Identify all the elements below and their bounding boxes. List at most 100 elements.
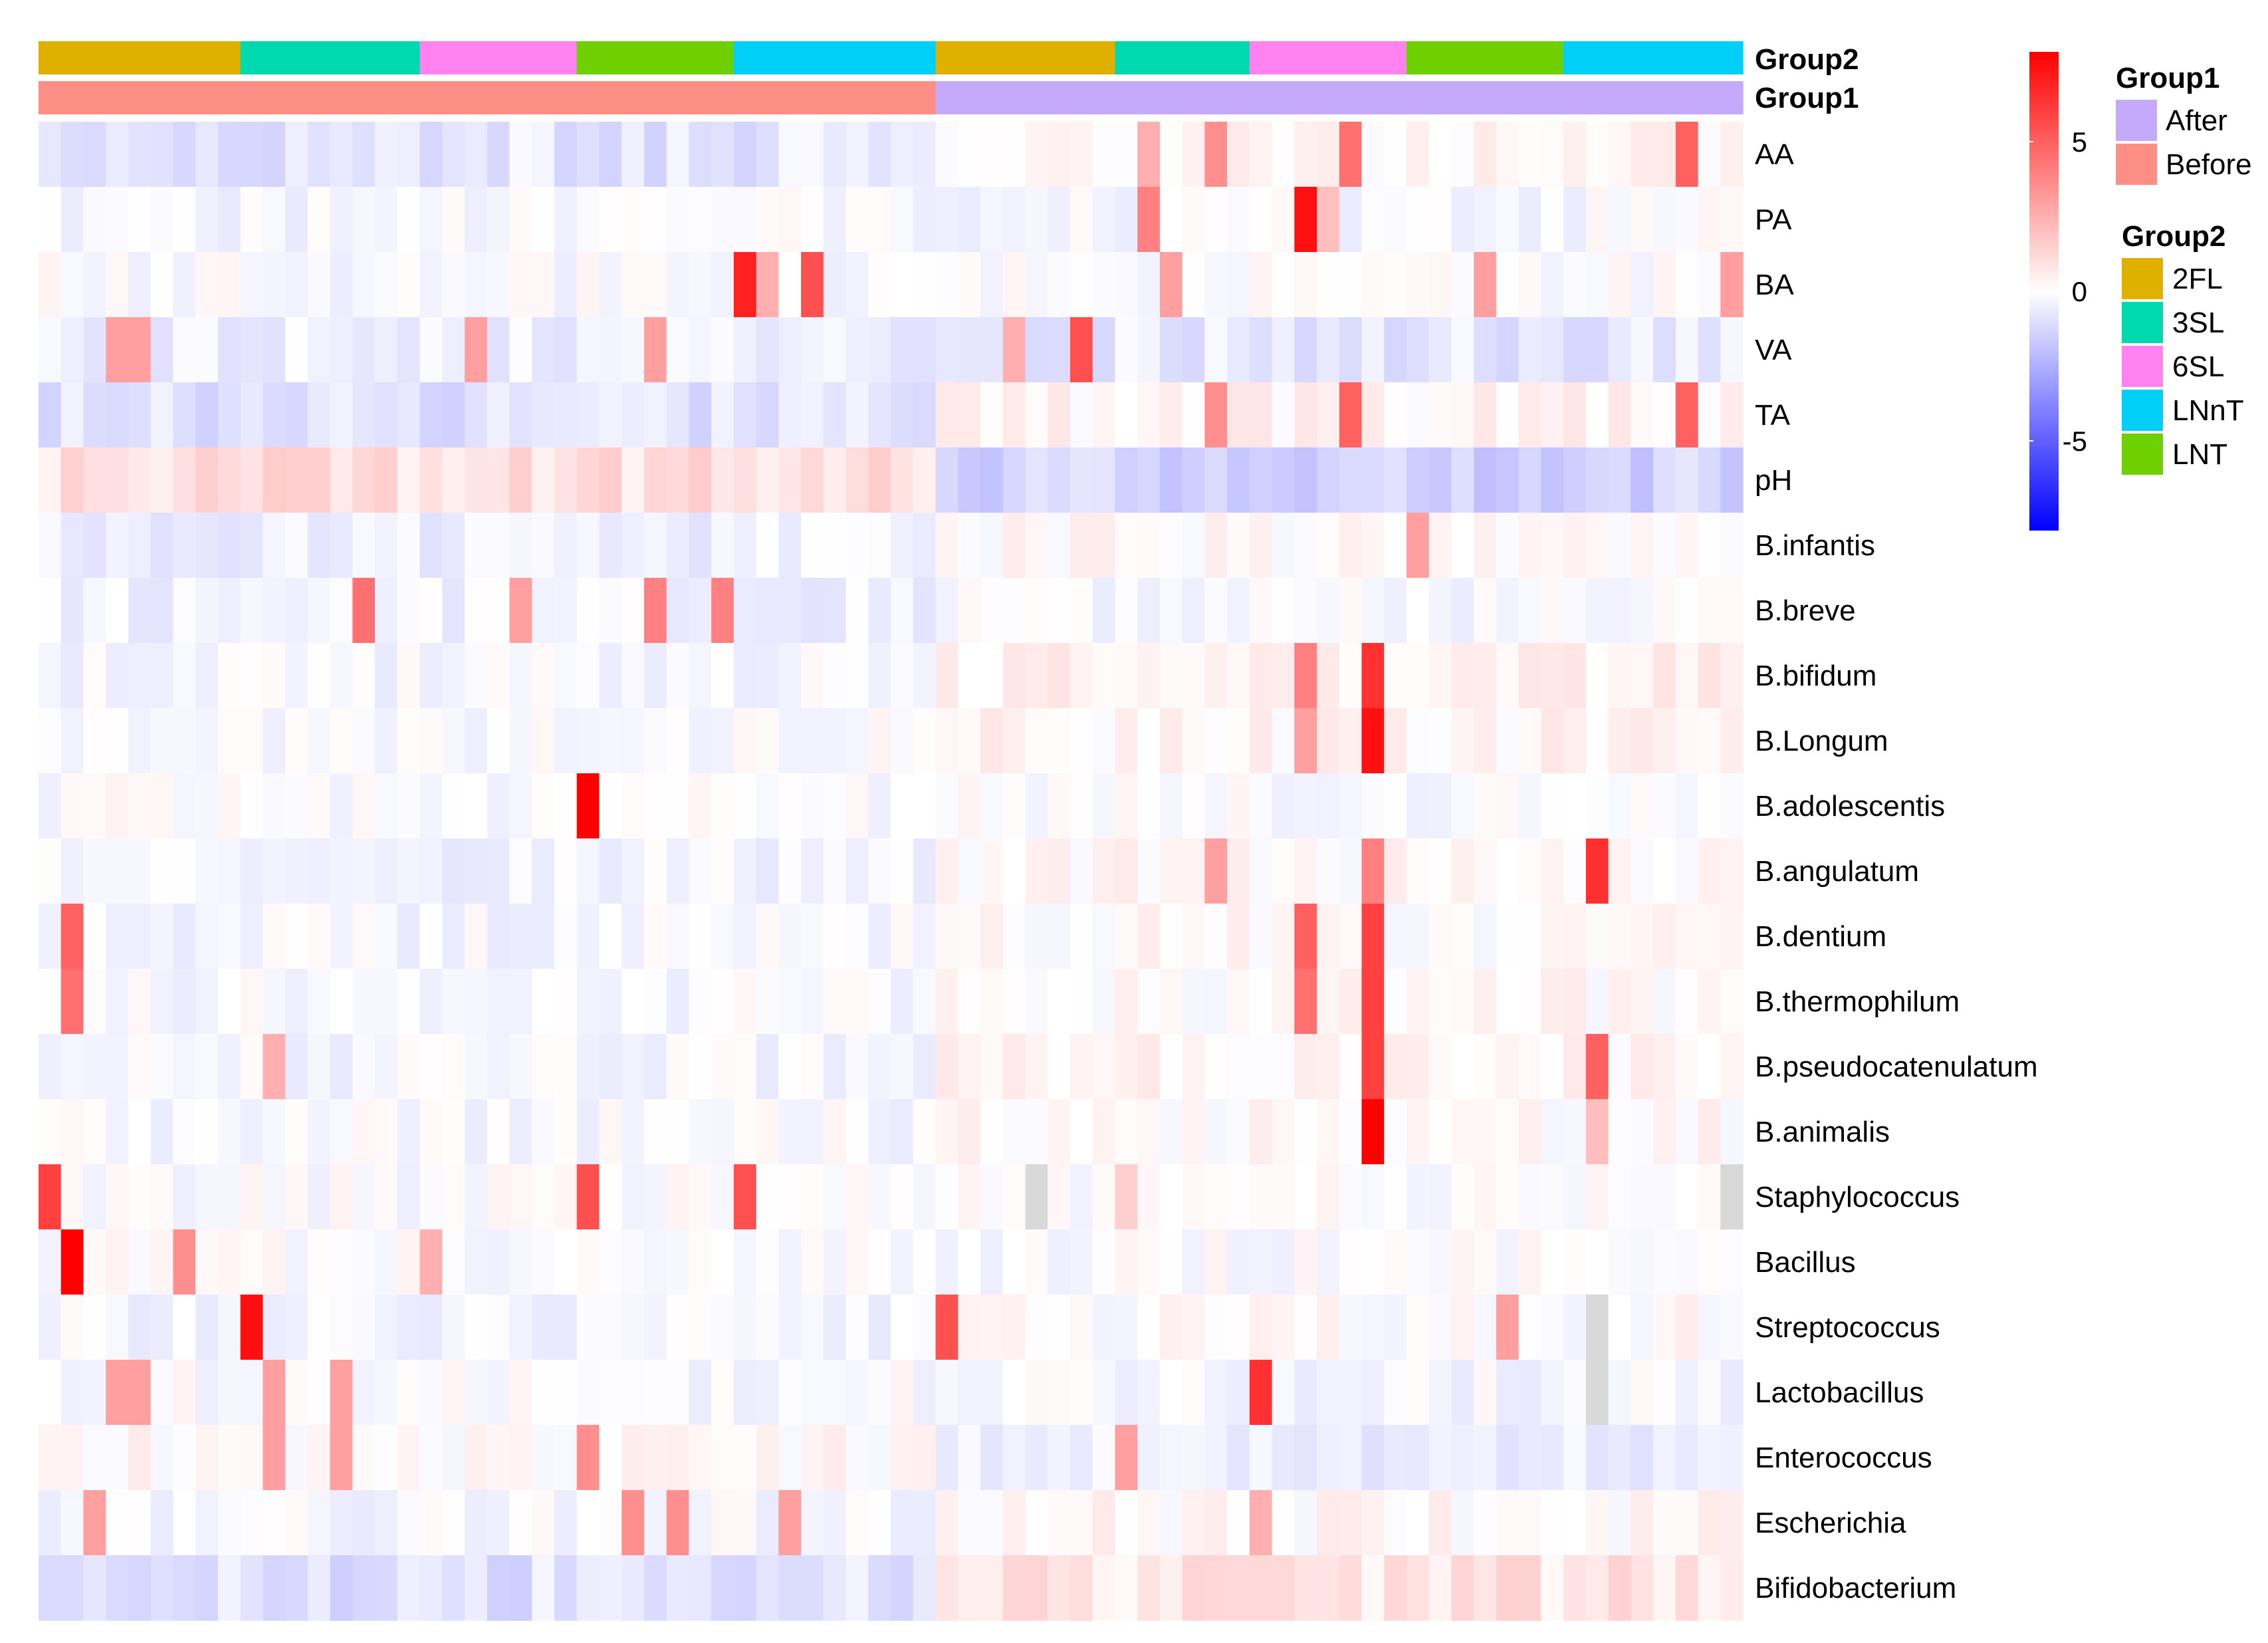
- heatmap-cell: [217, 1229, 241, 1295]
- group2-cell-lnnt: [733, 41, 757, 74]
- heatmap-cell: [1048, 708, 1071, 774]
- heatmap-cell: [307, 708, 331, 774]
- heatmap-cell: [1720, 447, 1744, 513]
- heatmap-cell: [891, 969, 914, 1035]
- heatmap-cell: [1092, 578, 1115, 644]
- heatmap-cell: [1272, 1295, 1295, 1360]
- heatmap-cell: [1070, 643, 1093, 709]
- heatmap-cell: [1025, 1295, 1048, 1360]
- group2-cell-lnt: [1496, 41, 1520, 74]
- heatmap-cell: [1631, 122, 1654, 188]
- heatmap-cell: [1137, 513, 1161, 578]
- legend-label-lnt: LNT: [2172, 438, 2227, 471]
- row-label: Streptococcus: [1755, 1311, 1940, 1344]
- heatmap-cell: [622, 122, 645, 188]
- heatmap-cell: [150, 1164, 174, 1230]
- heatmap-cell: [1159, 447, 1183, 513]
- heatmap-cell: [913, 447, 937, 513]
- heatmap-cell: [1474, 708, 1497, 774]
- heatmap-cell: [1204, 708, 1228, 774]
- heatmap-cell: [666, 513, 689, 578]
- heatmap-cell: [666, 643, 689, 709]
- heatmap-cell: [128, 1034, 152, 1100]
- heatmap-cell: [643, 1360, 667, 1426]
- heatmap-cell: [1451, 1425, 1474, 1491]
- heatmap-cell: [60, 1425, 84, 1491]
- heatmap-cell: [1249, 1490, 1273, 1556]
- heatmap-cell: [1137, 773, 1161, 839]
- heatmap-cell: [1249, 513, 1273, 578]
- heatmap-cell: [465, 1164, 488, 1230]
- heatmap-cell: [307, 969, 331, 1035]
- heatmap-cell: [173, 187, 196, 253]
- heatmap-cell: [240, 578, 263, 644]
- heatmap-cell: [1361, 1295, 1385, 1360]
- heatmap-cell: [419, 122, 443, 188]
- heatmap-cell: [823, 317, 847, 383]
- heatmap-cell: [756, 708, 779, 774]
- heatmap-cell: [285, 187, 308, 253]
- heatmap-cell: [1720, 1555, 1744, 1621]
- heatmap-cell: [1227, 382, 1250, 448]
- heatmap-cell: [935, 1490, 959, 1556]
- heatmap-cell: [240, 1490, 263, 1556]
- heatmap-cell: [1541, 447, 1564, 513]
- heatmap-cell: [1249, 838, 1273, 904]
- heatmap-cell: [958, 1490, 981, 1556]
- heatmap-cell: [823, 447, 847, 513]
- heatmap-cell: [532, 708, 555, 774]
- group1-cell-before: [128, 81, 152, 114]
- heatmap-cell: [643, 513, 667, 578]
- group2-cell-lnt: [1406, 41, 1430, 74]
- heatmap-cell: [1070, 1099, 1093, 1165]
- group2-cell-lnnt: [913, 41, 937, 74]
- heatmap-cell: [106, 1490, 129, 1556]
- heatmap-cell: [150, 1490, 174, 1556]
- heatmap-cell: [913, 1295, 937, 1360]
- heatmap-cell: [1317, 1295, 1340, 1360]
- heatmap-cell: [173, 969, 196, 1035]
- heatmap-cell: [666, 773, 689, 839]
- heatmap-cell: [83, 1099, 106, 1165]
- heatmap-cell: [397, 447, 421, 513]
- legend-swatch-3sl: [2122, 302, 2163, 343]
- heatmap-cell: [868, 1360, 891, 1426]
- heatmap-cell: [60, 708, 84, 774]
- heatmap-cell: [1339, 1425, 1363, 1491]
- heatmap-cell: [465, 578, 488, 644]
- heatmap-cell: [307, 1229, 331, 1295]
- heatmap-cell: [1159, 578, 1183, 644]
- heatmap-cell: [375, 643, 398, 709]
- heatmap-cell: [1227, 252, 1250, 318]
- heatmap-cell: [1451, 122, 1474, 188]
- heatmap-cell: [39, 122, 62, 188]
- heatmap-cell: [622, 643, 645, 709]
- heatmap-cell: [465, 122, 488, 188]
- heatmap-cell: [1474, 578, 1497, 644]
- heatmap-cell: [846, 1425, 869, 1491]
- heatmap-cell: [419, 1490, 443, 1556]
- heatmap-cell: [106, 1034, 129, 1100]
- heatmap-cell: [1294, 773, 1317, 839]
- heatmap-cell: [509, 1490, 532, 1556]
- heatmap-cell: [958, 122, 981, 188]
- group1-cell-after: [1204, 81, 1228, 114]
- heatmap-cell: [1204, 578, 1228, 644]
- heatmap-cell: [1182, 1164, 1205, 1230]
- heatmap-cell: [935, 838, 959, 904]
- heatmap-cell: [442, 1360, 465, 1426]
- heatmap-cell: [1384, 643, 1407, 709]
- heatmap-cell: [375, 513, 398, 578]
- heatmap-cell: [599, 1555, 622, 1621]
- heatmap-cell: [622, 838, 645, 904]
- heatmap-cell: [397, 317, 421, 383]
- heatmap-cell: [823, 1164, 847, 1230]
- heatmap-cell: [1563, 969, 1587, 1035]
- group2-cell-lnnt: [1698, 41, 1721, 74]
- heatmap-cell: [1720, 1490, 1744, 1556]
- heatmap-cell: [599, 317, 622, 383]
- heatmap-cell: [1294, 1034, 1317, 1100]
- heatmap-cell: [330, 643, 353, 709]
- heatmap-cell: [83, 1360, 106, 1426]
